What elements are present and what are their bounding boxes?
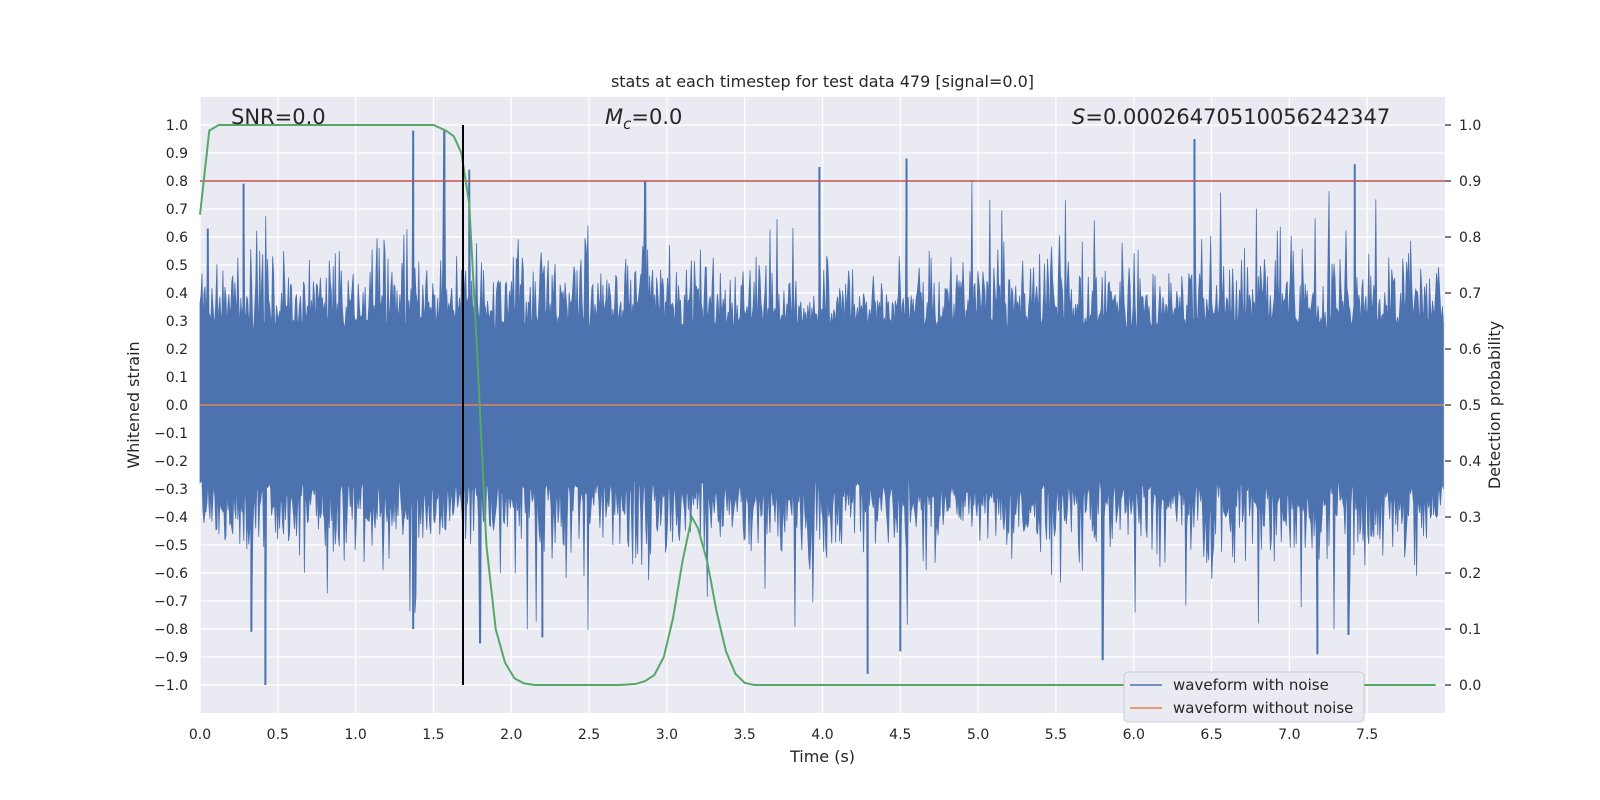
x-axis: 0.0 0.5 1.0 1.5 2.0 2.5 3.0 3.5 4.0 4.5 5.0 5.5 6.0 6… (189, 727, 1378, 743)
y-tick-label-left: 0.1 (166, 370, 188, 386)
annotation-chirp-mass-subscript: c (623, 115, 632, 133)
y-tick-label-left: 0.6 (166, 230, 188, 246)
x-tick-label: 2.0 (500, 727, 522, 743)
x-tick-label: 7.0 (1278, 727, 1300, 743)
y-axis-left: 1.0 0.9 0.8 0.7 0.6 0.5 0.4 0.3 0.2 0.1 0.0 −0.1 −0.… (154, 118, 188, 694)
series-lines (199, 124, 1445, 686)
annotation-snr: SNR=0.0 (231, 105, 326, 129)
y-tick-label-left: 0.5 (166, 258, 188, 274)
y-tick-label-left: 0.2 (166, 342, 188, 358)
y-tick-label-right: 1.0 (1459, 118, 1481, 134)
y-tick-label-left: −0.4 (154, 510, 188, 526)
y-tick-label-left: −0.3 (154, 482, 188, 498)
x-tick-label: 1.5 (422, 727, 444, 743)
detection-probability-line (199, 124, 1436, 686)
y-tick-label-left: 0.4 (166, 286, 188, 302)
y-tick-label-left: 0.7 (166, 202, 188, 218)
chart-title: stats at each timestep for test data 479… (611, 72, 1034, 91)
annotation-s-symbol: S (1072, 105, 1085, 129)
y-tick-label-right: 0.5 (1459, 398, 1481, 414)
x-tick-label: 2.5 (578, 727, 600, 743)
x-tick-label: 0.0 (189, 727, 211, 743)
x-tick-label: 6.0 (1123, 727, 1145, 743)
y-tick-label-right: 0.6 (1459, 342, 1481, 358)
y-axis-title-left: Whitened strain (124, 341, 143, 468)
y-tick-label-left: −0.8 (154, 622, 188, 638)
y-tick-label-left: −0.1 (154, 426, 188, 442)
annotation-s: S=0.0002647051005624234​7 (1072, 105, 1390, 129)
y-tick-label-left: −0.7 (154, 594, 188, 610)
annotation-chirp-mass-symbol: M (605, 105, 623, 129)
x-tick-label: 4.5 (889, 727, 911, 743)
y-tick-label-right: 0.4 (1459, 454, 1481, 470)
legend-label-waveform-without-noise: waveform without noise (1173, 699, 1353, 717)
x-tick-label: 3.5 (734, 727, 756, 743)
y-tick-label-right: 0.1 (1459, 622, 1481, 638)
y-tick-label-right: 0.0 (1459, 678, 1481, 694)
y-tick-label-left: −0.9 (154, 650, 188, 666)
y-tick-label-left: 0.9 (166, 146, 188, 162)
y-tick-label-left: −0.6 (154, 566, 188, 582)
y-tick-label-left: −0.2 (154, 454, 188, 470)
waveform-with-noise-line (199, 130, 1444, 686)
x-tick-label: 1.0 (344, 727, 366, 743)
y-tick-label-left: 0.0 (166, 398, 188, 414)
legend: waveform with noise waveform without noi… (1123, 671, 1365, 723)
x-tick-label: 4.0 (811, 727, 833, 743)
y-tick-label-left: −0.5 (154, 538, 188, 554)
y-axis-title-right: Detection probability (1485, 321, 1504, 489)
legend-box (1123, 671, 1365, 723)
x-tick-label: 5.0 (967, 727, 989, 743)
y-tick-label-right: 0.3 (1459, 510, 1481, 526)
y-tick-label-right: 0.7 (1459, 286, 1481, 302)
y-tick-label-left: 1.0 (166, 118, 188, 134)
y-axis-right: 1.0 0.9 0.8 0.7 0.6 0.5 0.4 0.3 0.2 0.1 0.0 (1445, 118, 1481, 694)
x-tick-label: 6.5 (1200, 727, 1222, 743)
y-tick-label-left: 0.8 (166, 174, 188, 190)
x-axis-title: Time (s) (789, 747, 855, 766)
y-tick-label-right: 0.2 (1459, 566, 1481, 582)
annotation-s-value: =0.0002647051005624234​7 (1085, 105, 1390, 129)
legend-label-waveform-with-noise: waveform with noise (1173, 676, 1329, 694)
y-tick-label-left: −1.0 (154, 678, 188, 694)
series-waveform-with-noise (199, 130, 1444, 686)
x-tick-label: 3.0 (656, 727, 678, 743)
annotation-chirp-mass: Mc=0.0 (605, 105, 682, 133)
x-tick-label: 5.5 (1045, 727, 1067, 743)
annotation-chirp-mass-value: =0.0 (631, 105, 682, 129)
x-tick-label: 7.5 (1356, 727, 1378, 743)
y-tick-label-left: 0.3 (166, 314, 188, 330)
x-tick-label: 0.5 (267, 727, 289, 743)
y-tick-label-right: 0.9 (1459, 174, 1481, 190)
y-tick-label-right: 0.8 (1459, 230, 1481, 246)
